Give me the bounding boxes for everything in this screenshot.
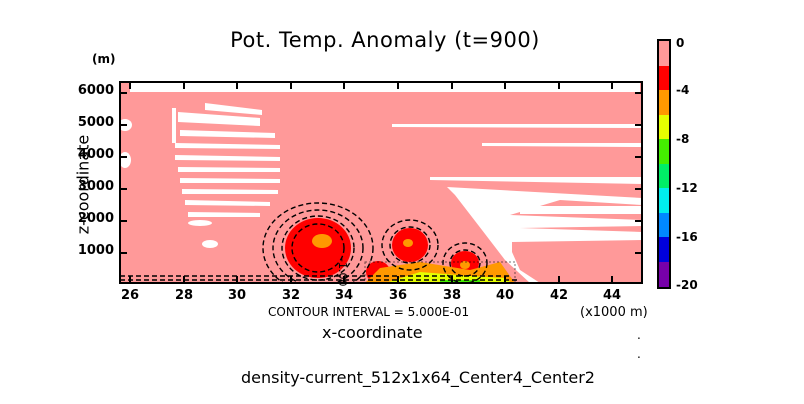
colorbar xyxy=(657,39,671,289)
x-tick: 34 xyxy=(334,288,354,303)
contour-interval: CONTOUR INTERVAL = 5.000E-01 xyxy=(268,305,470,319)
colorbar-tick: -4 xyxy=(676,83,690,97)
colorbar-tick: -20 xyxy=(676,278,698,292)
y-tick: 2000 xyxy=(77,211,114,226)
x-tick: 36 xyxy=(388,288,408,303)
y-tick: 1000 xyxy=(77,243,114,258)
y-tick: 3000 xyxy=(77,179,114,194)
dot-marker: . xyxy=(637,347,641,361)
x-tick: 28 xyxy=(174,288,194,303)
dot-marker: . xyxy=(637,328,641,342)
x-axis-label: x-coordinate xyxy=(322,323,423,342)
y-unit-label: (m) xyxy=(92,52,116,66)
y-tick: 5000 xyxy=(77,115,114,130)
colorbar-tick: -8 xyxy=(676,132,690,146)
contour-label: -1.00 xyxy=(336,258,349,286)
colorbar-tick: -12 xyxy=(676,181,698,195)
x-tick: 40 xyxy=(495,288,515,303)
x-tick: 30 xyxy=(227,288,247,303)
x-tick: 26 xyxy=(120,288,140,303)
colorbar-tick: -16 xyxy=(676,230,698,244)
y-tick: 6000 xyxy=(77,83,114,98)
footer-caption: density-current_512x1x64_Center4_Center2 xyxy=(241,368,595,387)
chart-title: Pot. Temp. Anomaly (t=900) xyxy=(230,28,540,52)
x-tick: 42 xyxy=(549,288,569,303)
x-tick: 32 xyxy=(281,288,301,303)
colorbar-tick: 0 xyxy=(676,36,685,50)
x-unit-label: (x1000 m) xyxy=(580,305,648,320)
x-tick: 44 xyxy=(602,288,622,303)
x-tick: 38 xyxy=(442,288,462,303)
y-tick: 4000 xyxy=(77,147,114,162)
